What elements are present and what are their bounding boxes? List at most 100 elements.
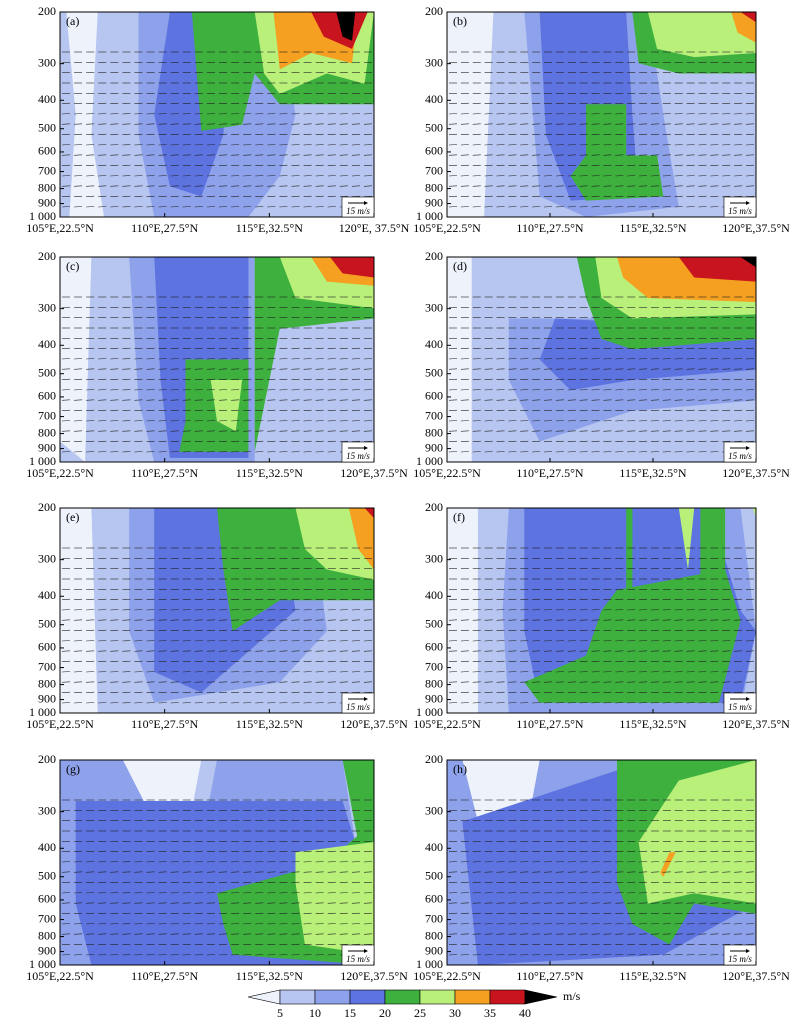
wind-vector	[255, 399, 264, 401]
wind-vector	[674, 347, 683, 349]
wind-vector	[722, 881, 731, 883]
wind-vector	[194, 420, 203, 422]
wind-vector	[363, 598, 373, 600]
wind-vector	[243, 902, 252, 904]
wind-vector	[603, 954, 612, 956]
wind-vector	[267, 954, 276, 956]
wind-vector	[158, 850, 167, 852]
wind-vector	[520, 954, 529, 956]
wind-vector	[146, 451, 155, 453]
wind-vector	[639, 358, 648, 360]
wind-vector	[303, 671, 312, 673]
wind-vector	[303, 902, 312, 904]
wind-vector	[662, 954, 671, 956]
wind-vector	[170, 861, 179, 863]
wind-vector	[339, 650, 348, 652]
wind-vector	[98, 943, 107, 945]
wind-vector	[745, 389, 755, 391]
wind-vector	[627, 850, 636, 852]
wind-vector	[567, 671, 576, 673]
wind-vector	[448, 609, 458, 611]
wind-vector	[686, 358, 695, 360]
wind-vector	[327, 850, 336, 852]
wind-vector	[303, 389, 312, 391]
x-tick-label: 110°E,27.5°N	[516, 969, 583, 983]
wind-vector	[146, 691, 155, 693]
wind-vector	[194, 691, 203, 693]
wind-vector	[231, 389, 240, 391]
wind-vector	[532, 691, 541, 693]
wind-vector	[650, 671, 659, 673]
wind-vector	[194, 892, 203, 894]
wind-vector	[315, 133, 324, 135]
wind-vector	[734, 912, 743, 914]
wind-vector	[662, 943, 671, 945]
wind-vector	[544, 933, 553, 935]
wind-vector	[122, 430, 131, 432]
wind-vector	[650, 347, 659, 349]
wind-vector	[627, 378, 636, 380]
wind-vector	[603, 892, 612, 894]
wind-vector	[219, 430, 228, 432]
wind-vector	[603, 175, 612, 177]
wind-vector	[279, 681, 288, 683]
wind-vector	[520, 871, 529, 873]
wind-vector	[339, 389, 348, 391]
wind-vector	[74, 660, 83, 662]
wind-vector	[579, 943, 588, 945]
wind-vector	[303, 691, 312, 693]
wind-vector	[110, 358, 119, 360]
wind-vector	[291, 185, 300, 187]
wind-vector	[591, 629, 600, 631]
wind-vector	[170, 399, 179, 401]
wind-vector	[363, 861, 373, 863]
wind-vector	[303, 440, 312, 442]
wind-vector	[508, 609, 517, 611]
wind-vector	[243, 681, 252, 683]
wind-vector	[291, 154, 300, 156]
wind-vector	[686, 195, 695, 197]
wind-vector	[170, 609, 179, 611]
wind-vector	[722, 430, 731, 432]
wind-vector	[255, 164, 264, 166]
wind-vector	[122, 440, 131, 442]
wind-vector	[639, 660, 648, 662]
wind-vector	[627, 206, 636, 208]
wind-vector	[460, 368, 469, 370]
wind-vector	[484, 123, 493, 125]
wind-vector	[255, 144, 264, 146]
wind-vector	[267, 671, 276, 673]
wind-vector	[110, 123, 119, 125]
wind-vector	[158, 702, 167, 704]
wind-vector	[194, 923, 203, 925]
wind-vector	[472, 451, 481, 453]
y-tick-label: 700	[425, 659, 443, 673]
wind-vector	[231, 420, 240, 422]
wind-vector	[327, 933, 336, 935]
wind-vector	[339, 113, 348, 115]
wind-vector	[460, 954, 469, 956]
wind-vector	[279, 430, 288, 432]
wind-vector	[639, 850, 648, 852]
contour-region	[731, 12, 756, 43]
wind-vector	[460, 123, 469, 125]
wind-vector	[98, 598, 107, 600]
wind-vector	[472, 681, 481, 683]
wind-vector	[484, 861, 493, 863]
wind-vector	[291, 164, 300, 166]
wind-vector	[484, 660, 493, 662]
wind-vector	[662, 389, 671, 391]
wind-vector	[555, 133, 564, 135]
wind-vector	[460, 702, 469, 704]
wind-vector	[686, 451, 695, 453]
wind-vector	[734, 144, 743, 146]
wind-vector	[615, 378, 624, 380]
wind-vector	[650, 206, 659, 208]
wind-vector	[86, 440, 95, 442]
wind-vector	[544, 195, 553, 197]
wind-vector	[745, 154, 755, 156]
wind-vector	[303, 358, 312, 360]
wind-vector	[86, 671, 95, 673]
wind-vector	[231, 195, 240, 197]
